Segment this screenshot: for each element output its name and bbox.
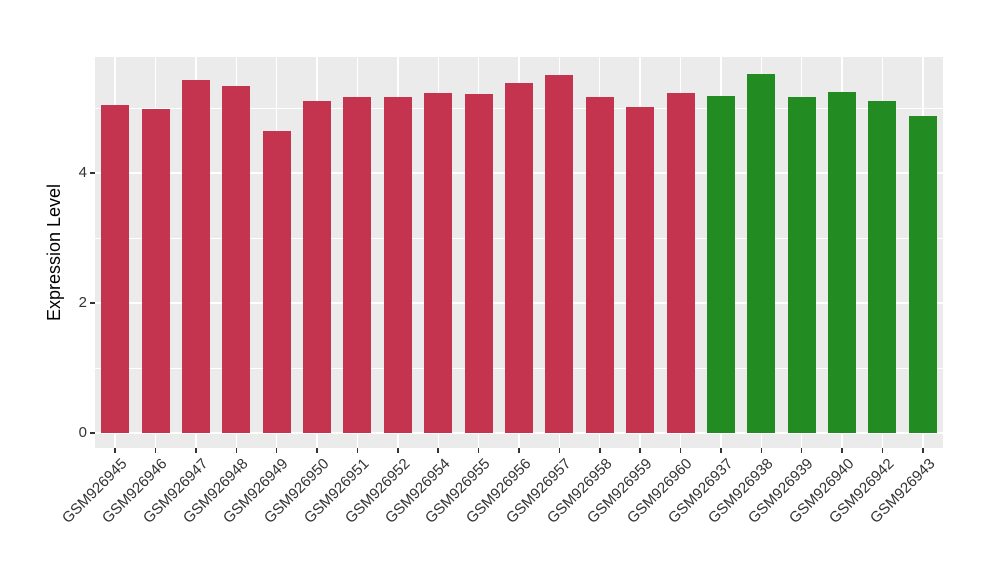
bar [868, 100, 897, 433]
x-tick-mark [437, 448, 439, 453]
x-tick-mark [154, 448, 157, 453]
bar [545, 74, 574, 433]
bar [262, 131, 291, 433]
y-tick-label: 4 [78, 164, 87, 181]
y-tick-label: 2 [78, 294, 87, 311]
bar [505, 82, 533, 433]
bar [787, 96, 816, 433]
x-tick-mark [760, 448, 763, 453]
bar [222, 85, 251, 433]
bar [706, 95, 735, 433]
x-tick-mark [841, 448, 843, 453]
x-tick-mark [356, 448, 359, 453]
y-axis-title: Expression Level [40, 57, 70, 448]
x-tick-mark [558, 448, 561, 453]
bar [828, 91, 857, 433]
plot-panel [95, 57, 943, 448]
bar [747, 73, 776, 433]
x-tick-mark [477, 448, 480, 453]
bar [666, 93, 695, 433]
x-tick-mark [195, 448, 197, 453]
x-tick-mark [922, 448, 924, 453]
x-tick-mark [397, 448, 399, 453]
y-tick-mark [90, 432, 95, 434]
bar [303, 100, 332, 433]
x-tick-mark [881, 448, 884, 453]
y-tick-mark [90, 302, 95, 304]
x-tick-mark [800, 448, 803, 453]
x-tick-mark [599, 448, 601, 453]
bar [585, 96, 614, 433]
bar [141, 109, 170, 433]
bar [383, 96, 412, 433]
x-tick-mark [114, 448, 116, 453]
bar [181, 80, 210, 433]
bar [424, 93, 453, 433]
bar [626, 107, 655, 433]
bar [908, 116, 937, 433]
x-tick-mark [639, 448, 641, 453]
x-tick-mark [275, 448, 278, 453]
bar [101, 105, 130, 433]
bar [343, 96, 372, 433]
x-tick-mark [316, 448, 318, 453]
y-tick-mark [90, 172, 95, 174]
x-tick-mark [720, 448, 722, 453]
y-tick-label: 0 [78, 424, 87, 441]
x-tick-mark [518, 448, 520, 453]
x-tick-mark [235, 448, 238, 453]
bar [464, 93, 493, 433]
x-tick-mark [679, 448, 682, 453]
